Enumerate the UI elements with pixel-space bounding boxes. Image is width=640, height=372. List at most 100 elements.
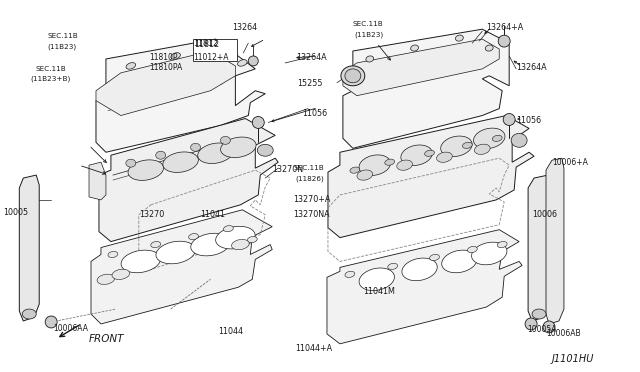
Ellipse shape: [189, 234, 198, 240]
Text: 13270+A: 13270+A: [293, 195, 330, 204]
Polygon shape: [91, 210, 272, 324]
Ellipse shape: [257, 144, 273, 156]
Polygon shape: [343, 29, 509, 148]
Ellipse shape: [126, 159, 136, 167]
Ellipse shape: [385, 159, 395, 165]
Text: 13264+A: 13264+A: [486, 23, 524, 32]
Ellipse shape: [350, 167, 360, 173]
Text: 10005A: 10005A: [527, 325, 557, 334]
Text: 15255: 15255: [297, 79, 323, 88]
Text: 13264A: 13264A: [516, 63, 547, 72]
Ellipse shape: [456, 35, 463, 41]
Ellipse shape: [472, 242, 507, 265]
FancyBboxPatch shape: [193, 39, 237, 61]
Ellipse shape: [156, 151, 166, 159]
Polygon shape: [99, 119, 278, 241]
Ellipse shape: [511, 134, 527, 147]
Ellipse shape: [341, 66, 365, 86]
Ellipse shape: [223, 226, 234, 232]
Text: 10006: 10006: [532, 210, 557, 219]
Polygon shape: [343, 39, 499, 96]
Ellipse shape: [121, 250, 161, 273]
Ellipse shape: [503, 113, 515, 125]
Ellipse shape: [191, 143, 200, 151]
Polygon shape: [528, 175, 550, 321]
Ellipse shape: [429, 254, 440, 260]
Ellipse shape: [248, 56, 259, 66]
Text: 11056: 11056: [302, 109, 327, 118]
Ellipse shape: [252, 116, 264, 128]
Text: 11056: 11056: [516, 116, 541, 125]
Ellipse shape: [216, 226, 255, 249]
Ellipse shape: [485, 45, 493, 51]
Ellipse shape: [397, 160, 413, 170]
Text: J1101HU: J1101HU: [552, 354, 594, 364]
Text: 13270NA: 13270NA: [293, 210, 330, 219]
Ellipse shape: [359, 268, 394, 291]
Ellipse shape: [171, 53, 180, 59]
Text: SEC.11B: SEC.11B: [47, 33, 78, 39]
Polygon shape: [19, 175, 39, 321]
Text: (11826): (11826): [295, 175, 324, 182]
Ellipse shape: [126, 62, 136, 69]
Ellipse shape: [112, 269, 130, 279]
Text: 11041: 11041: [200, 210, 225, 219]
Text: 10006+A: 10006+A: [552, 158, 588, 167]
Text: SEC.11B: SEC.11B: [293, 165, 324, 171]
Ellipse shape: [498, 35, 510, 47]
Ellipse shape: [345, 271, 355, 278]
Ellipse shape: [359, 155, 390, 176]
Ellipse shape: [436, 152, 452, 162]
Polygon shape: [96, 51, 236, 116]
Ellipse shape: [492, 135, 502, 141]
Polygon shape: [546, 158, 564, 324]
Ellipse shape: [156, 241, 195, 264]
Text: 13264A: 13264A: [296, 53, 327, 62]
Ellipse shape: [221, 137, 256, 158]
Ellipse shape: [366, 56, 374, 62]
Text: 11012+A: 11012+A: [193, 53, 229, 62]
Ellipse shape: [248, 237, 257, 243]
Text: 10006AB: 10006AB: [546, 329, 580, 338]
Text: 10006AA: 10006AA: [53, 324, 88, 333]
Ellipse shape: [497, 241, 507, 248]
Text: (11B23): (11B23): [355, 31, 384, 38]
Ellipse shape: [463, 142, 472, 148]
Text: SEC.11B: SEC.11B: [353, 21, 383, 27]
Ellipse shape: [211, 45, 220, 51]
Polygon shape: [96, 39, 265, 152]
Polygon shape: [327, 230, 522, 344]
Ellipse shape: [401, 145, 432, 166]
Ellipse shape: [474, 128, 505, 148]
Text: SEC.11B: SEC.11B: [35, 66, 66, 72]
Ellipse shape: [232, 240, 249, 250]
Ellipse shape: [411, 45, 419, 51]
Ellipse shape: [220, 137, 230, 144]
Text: 11044+A: 11044+A: [295, 344, 332, 353]
Text: 13270N: 13270N: [272, 165, 303, 174]
Ellipse shape: [191, 233, 230, 256]
Text: 11810P: 11810P: [148, 53, 177, 62]
Text: 11044: 11044: [218, 327, 243, 336]
Ellipse shape: [424, 150, 435, 156]
Text: 13270: 13270: [139, 210, 164, 219]
Text: 11812: 11812: [195, 40, 220, 49]
Ellipse shape: [151, 241, 161, 248]
Text: FRONT: FRONT: [89, 334, 125, 344]
Ellipse shape: [198, 143, 233, 164]
Ellipse shape: [108, 251, 118, 257]
Text: 11041M: 11041M: [363, 287, 395, 296]
Polygon shape: [328, 116, 534, 238]
Text: 11810PA: 11810PA: [148, 63, 182, 72]
Ellipse shape: [128, 160, 163, 180]
Ellipse shape: [474, 144, 490, 154]
Ellipse shape: [97, 274, 115, 285]
Text: 13264: 13264: [232, 23, 257, 32]
Text: (11B23+B): (11B23+B): [30, 76, 70, 82]
Ellipse shape: [532, 309, 546, 319]
Ellipse shape: [402, 258, 437, 281]
Text: (11B23): (11B23): [47, 43, 76, 49]
Ellipse shape: [442, 250, 477, 273]
Ellipse shape: [345, 69, 361, 83]
Ellipse shape: [543, 321, 555, 333]
